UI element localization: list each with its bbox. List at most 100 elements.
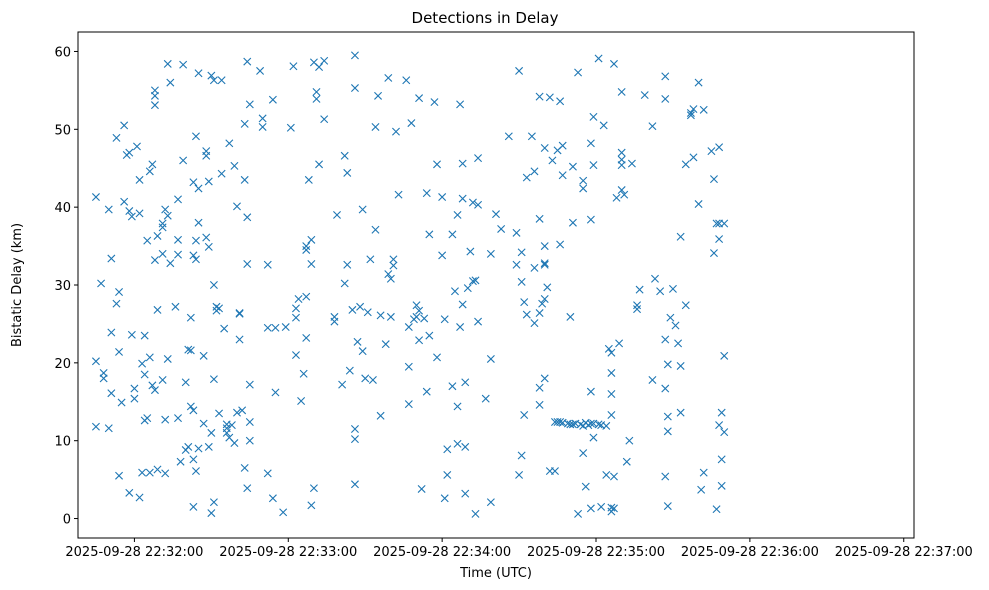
- data-point: [574, 68, 583, 77]
- data-point: [486, 498, 495, 507]
- data-point: [635, 285, 644, 294]
- data-point: [140, 331, 149, 340]
- data-point: [430, 98, 439, 107]
- data-point: [161, 469, 170, 478]
- data-point: [125, 488, 134, 497]
- data-point: [458, 159, 467, 168]
- data-point: [384, 270, 393, 279]
- data-point: [181, 378, 190, 387]
- data-point: [712, 505, 721, 514]
- data-point: [158, 223, 167, 232]
- data-point: [235, 309, 244, 318]
- data-point: [350, 425, 359, 434]
- data-point: [191, 467, 200, 476]
- data-point: [420, 314, 429, 323]
- data-point: [97, 279, 106, 288]
- data-point: [289, 62, 298, 71]
- data-point: [166, 78, 175, 87]
- data-point: [717, 455, 726, 464]
- data-point: [609, 472, 618, 481]
- data-point: [538, 299, 547, 308]
- data-point: [461, 489, 470, 498]
- data-point: [194, 218, 203, 227]
- data-point: [120, 121, 129, 130]
- data-point: [584, 421, 593, 430]
- data-point: [207, 428, 216, 437]
- data-point: [453, 439, 462, 448]
- data-point: [148, 160, 157, 169]
- data-point: [456, 323, 465, 332]
- data-point: [522, 310, 531, 319]
- data-point: [115, 471, 124, 480]
- data-point: [663, 427, 672, 436]
- data-point: [661, 472, 670, 481]
- data-point: [438, 251, 447, 260]
- data-point: [530, 167, 539, 176]
- data-point: [199, 419, 208, 428]
- data-point: [315, 160, 324, 169]
- data-point: [302, 245, 311, 254]
- y-tick-label: 30: [54, 279, 71, 294]
- data-point: [194, 184, 203, 193]
- data-point: [474, 317, 483, 326]
- data-point: [340, 151, 349, 160]
- x-tick-label: 2025-09-28 22:33:00: [219, 545, 357, 560]
- data-point: [204, 242, 213, 251]
- data-point: [609, 504, 618, 513]
- data-point: [350, 480, 359, 489]
- data-point: [694, 78, 703, 87]
- data-point: [189, 406, 198, 415]
- data-point: [294, 295, 303, 304]
- data-point: [189, 502, 198, 511]
- data-point: [615, 339, 624, 348]
- data-point: [204, 177, 213, 186]
- data-point: [720, 219, 729, 228]
- data-point: [279, 508, 288, 517]
- y-tick-label: 0: [63, 513, 71, 528]
- data-point: [235, 309, 244, 318]
- data-point: [307, 259, 316, 268]
- data-point: [245, 436, 254, 445]
- data-point: [486, 354, 495, 363]
- data-point: [540, 295, 549, 304]
- data-point: [91, 193, 100, 202]
- data-point: [163, 354, 172, 363]
- data-point: [686, 108, 695, 117]
- data-point: [222, 424, 231, 433]
- data-point: [556, 97, 565, 106]
- data-point: [348, 305, 357, 314]
- data-point: [620, 190, 629, 199]
- data-point: [199, 351, 208, 360]
- data-point: [535, 400, 544, 409]
- data-point: [468, 198, 477, 207]
- data-point: [343, 260, 352, 269]
- data-point: [425, 230, 434, 239]
- data-point: [302, 292, 311, 301]
- data-point: [599, 121, 608, 130]
- data-point: [622, 457, 631, 466]
- data-point: [240, 119, 249, 128]
- data-point: [686, 111, 695, 120]
- x-axis-label: Time (UTC): [459, 566, 532, 581]
- data-points: [91, 51, 729, 518]
- data-point: [297, 397, 306, 405]
- data-point: [720, 428, 729, 437]
- data-point: [309, 484, 318, 493]
- data-point: [320, 56, 329, 65]
- data-point: [233, 202, 241, 211]
- data-point: [586, 139, 595, 148]
- data-point: [709, 249, 718, 258]
- data-point: [589, 433, 598, 442]
- data-point: [681, 301, 690, 310]
- data-point: [607, 389, 616, 398]
- y-tick-label: 50: [54, 123, 71, 138]
- data-point: [371, 225, 380, 234]
- data-point: [433, 353, 442, 362]
- x-tick-label: 2025-09-28 22:36:00: [681, 545, 819, 560]
- data-point: [227, 421, 236, 430]
- data-point: [189, 455, 198, 464]
- data-point: [720, 351, 729, 360]
- data-point: [597, 502, 606, 511]
- data-point: [307, 501, 316, 510]
